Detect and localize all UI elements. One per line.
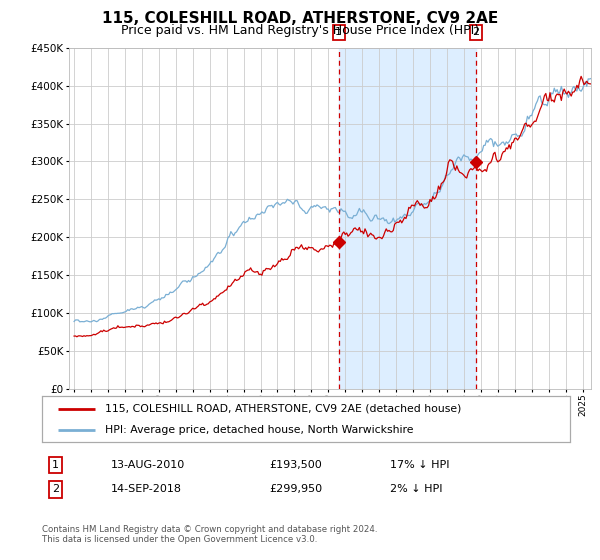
Text: 17% ↓ HPI: 17% ↓ HPI bbox=[391, 460, 450, 470]
Text: 14-SEP-2018: 14-SEP-2018 bbox=[110, 484, 182, 494]
Text: 115, COLESHILL ROAD, ATHERSTONE, CV9 2AE (detached house): 115, COLESHILL ROAD, ATHERSTONE, CV9 2AE… bbox=[106, 404, 462, 414]
Text: 2: 2 bbox=[52, 484, 59, 494]
Bar bbox=[339, 48, 476, 389]
Text: Contains HM Land Registry data © Crown copyright and database right 2024.
This d: Contains HM Land Registry data © Crown c… bbox=[42, 525, 377, 544]
Text: HPI: Average price, detached house, North Warwickshire: HPI: Average price, detached house, Nort… bbox=[106, 425, 414, 435]
Text: 115, COLESHILL ROAD, ATHERSTONE, CV9 2AE: 115, COLESHILL ROAD, ATHERSTONE, CV9 2AE bbox=[102, 11, 498, 26]
Text: £193,500: £193,500 bbox=[269, 460, 322, 470]
Text: 13-AUG-2010: 13-AUG-2010 bbox=[110, 460, 185, 470]
Text: 2: 2 bbox=[472, 27, 479, 38]
Text: 1: 1 bbox=[52, 460, 59, 470]
Text: 1: 1 bbox=[335, 27, 343, 38]
Text: Price paid vs. HM Land Registry's House Price Index (HPI): Price paid vs. HM Land Registry's House … bbox=[121, 24, 479, 36]
Text: 2% ↓ HPI: 2% ↓ HPI bbox=[391, 484, 443, 494]
Text: £299,950: £299,950 bbox=[269, 484, 322, 494]
